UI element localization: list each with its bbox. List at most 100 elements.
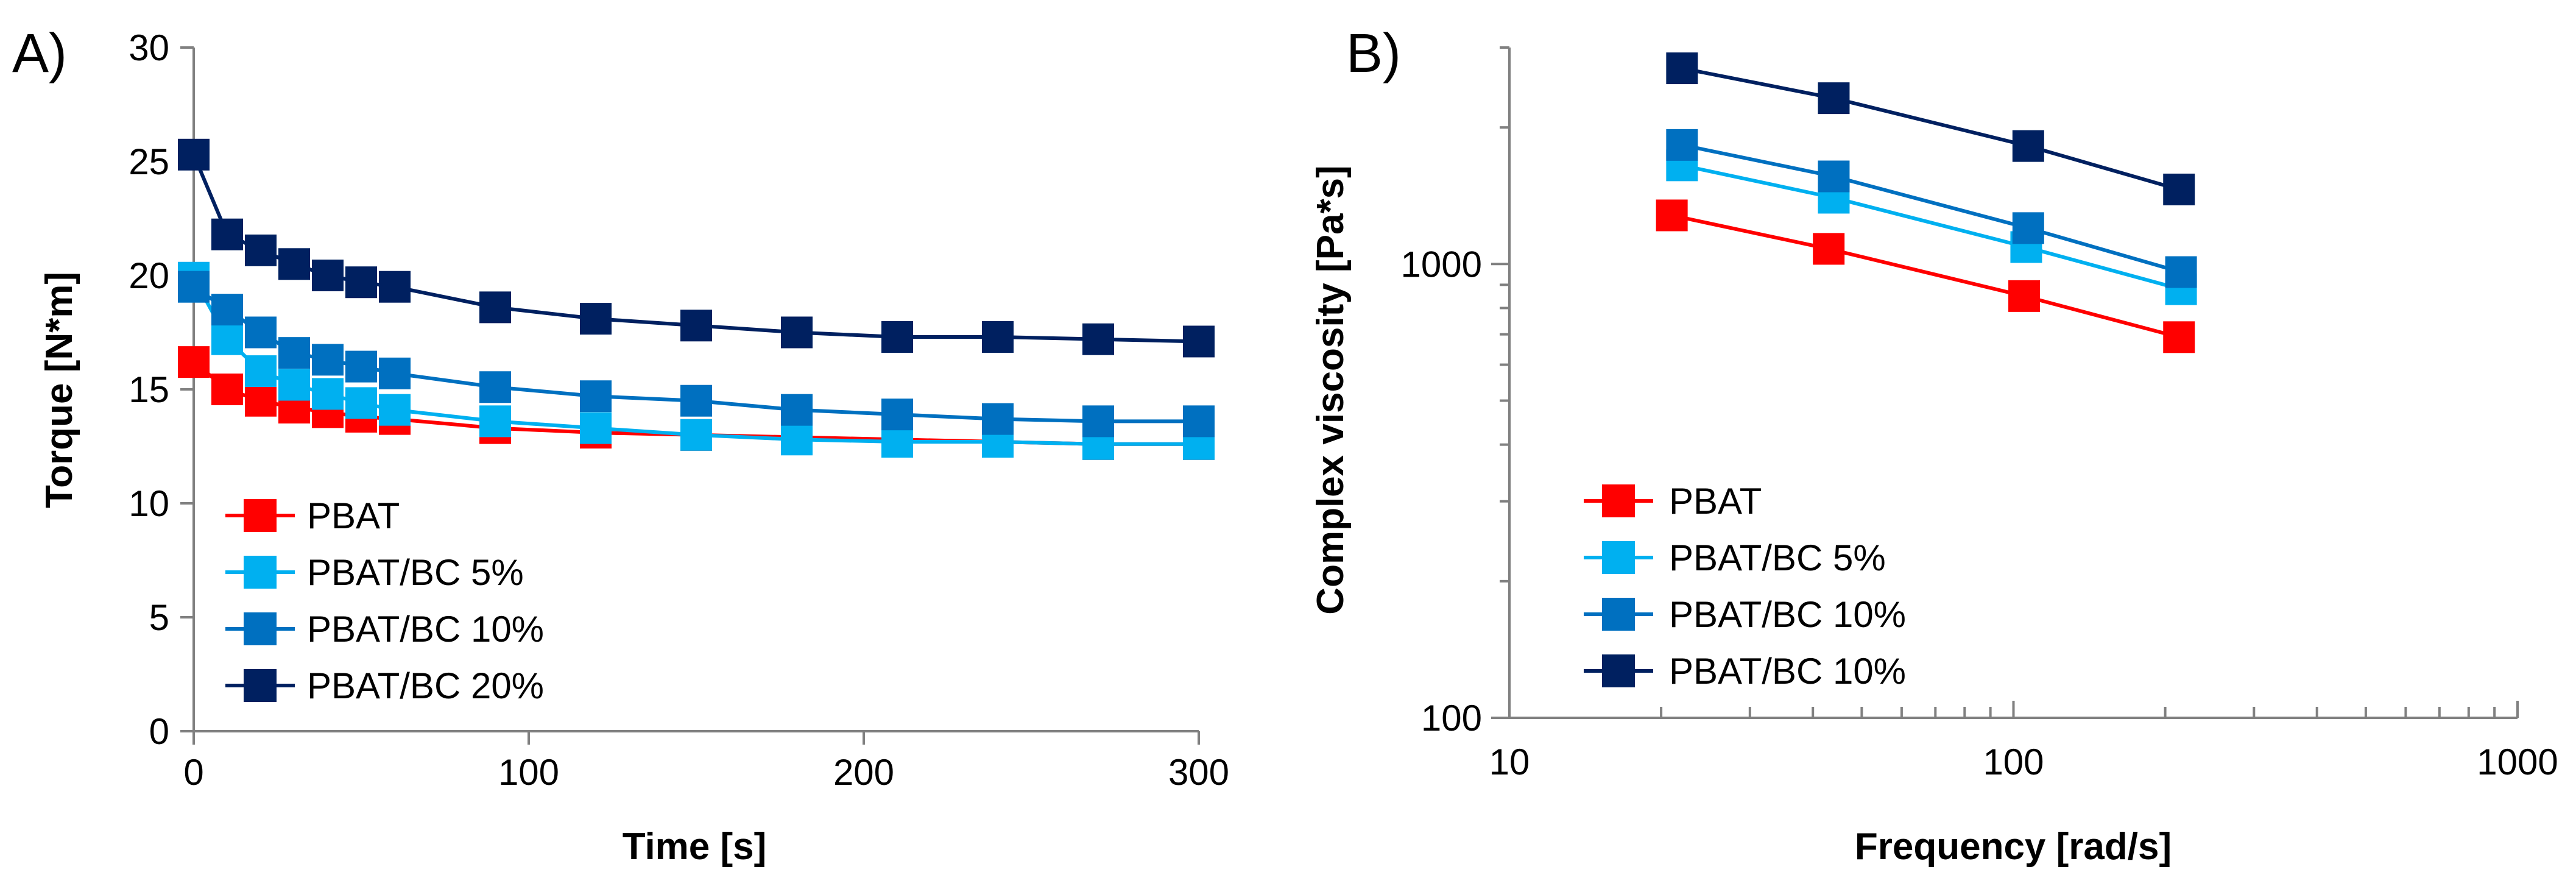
legend-label: PBAT/BC 5% xyxy=(307,552,524,593)
panel-b-x-tick-label: 1000 xyxy=(2477,742,2558,782)
panel-a-y-tick-label: 25 xyxy=(129,141,169,182)
legend-label: PBAT/BC 10% xyxy=(1669,594,1906,635)
data-point xyxy=(1183,405,1215,438)
data-point xyxy=(580,412,612,444)
data-point xyxy=(1082,323,1114,355)
panel-b-x-tick-label: 100 xyxy=(1983,742,2044,782)
panel-a-y-tick-label: 15 xyxy=(129,369,169,410)
data-point xyxy=(580,380,612,413)
data-point xyxy=(881,426,913,458)
panel-b-y-tick-label: 1000 xyxy=(1401,244,1482,285)
data-point xyxy=(278,337,310,369)
data-point xyxy=(178,346,210,378)
panel-a-x-tick-label: 300 xyxy=(1168,752,1229,793)
panel-b-series xyxy=(1656,52,2197,353)
panel-a-y-tick-label: 30 xyxy=(129,27,169,68)
legend-marker xyxy=(1602,598,1635,631)
legend-marker xyxy=(244,612,277,645)
data-point xyxy=(312,260,344,291)
data-point xyxy=(345,387,377,419)
legend-marker xyxy=(1602,484,1635,517)
legend-label: PBAT xyxy=(307,495,400,536)
data-point xyxy=(211,374,243,405)
data-point xyxy=(379,357,411,389)
data-point xyxy=(781,316,813,349)
data-point xyxy=(982,403,1014,435)
panel-a-y-tick-label: 10 xyxy=(129,483,169,524)
data-point xyxy=(2165,256,2197,288)
legend-label: PBAT/BC 5% xyxy=(1669,537,1886,578)
data-point xyxy=(1666,52,1698,85)
data-point xyxy=(312,378,344,410)
panel-a-x-axis-title: Time [s] xyxy=(623,826,767,868)
legend-marker xyxy=(244,499,277,532)
legend-marker xyxy=(244,556,277,589)
data-point xyxy=(2012,212,2044,244)
data-point xyxy=(278,369,310,401)
data-point xyxy=(245,234,277,266)
data-point xyxy=(881,399,913,431)
series-line xyxy=(1681,143,2182,274)
panel-a-y-tick-label: 20 xyxy=(129,255,169,296)
data-point xyxy=(680,310,712,342)
panel-a-y-tick-label: 0 xyxy=(149,711,169,752)
data-point xyxy=(278,248,310,280)
data-point xyxy=(312,344,344,376)
data-point xyxy=(245,385,277,417)
panel-a-legend: PBAT PBAT/BC 5% PBAT/BC 10% PBAT/BC 20% xyxy=(225,495,544,706)
panel-a-y-tick-label: 5 xyxy=(149,597,169,638)
series-line xyxy=(1671,213,2180,339)
series-line xyxy=(1681,66,2180,191)
panel-b-x-tick-label: 10 xyxy=(1489,742,1530,782)
data-point xyxy=(379,271,411,303)
data-point xyxy=(1813,233,1845,265)
data-point xyxy=(1082,405,1114,438)
panel-a-letter: A) xyxy=(12,23,67,84)
data-point xyxy=(479,405,511,438)
legend-label: PBAT/BC 10% xyxy=(1669,651,1906,692)
panel-b-letter: B) xyxy=(1346,23,1401,84)
data-point xyxy=(211,218,243,250)
data-point xyxy=(245,355,277,388)
data-point xyxy=(881,321,913,353)
data-point xyxy=(1666,129,1698,161)
legend-label: PBAT/BC 20% xyxy=(307,665,544,706)
data-point xyxy=(1183,325,1215,358)
data-point xyxy=(1656,199,1688,232)
data-point xyxy=(178,271,210,303)
legend-label: PBAT/BC 10% xyxy=(307,609,544,650)
legend-marker xyxy=(1602,541,1635,574)
data-point xyxy=(982,321,1014,353)
data-point xyxy=(2008,280,2041,312)
data-point xyxy=(2163,173,2195,205)
panel-a-x-tick-label: 100 xyxy=(498,752,559,793)
panel-a-y-axis-title: Torque [N*m] xyxy=(38,272,80,508)
panel-a-x-tick-label: 0 xyxy=(183,752,203,793)
data-point xyxy=(1818,82,1850,115)
data-point xyxy=(211,323,243,355)
legend-marker xyxy=(1602,654,1635,687)
legend-marker xyxy=(244,669,277,702)
data-point xyxy=(479,291,511,324)
panel-b-y-tick-label: 100 xyxy=(1421,698,1482,739)
data-point xyxy=(781,394,813,426)
data-point xyxy=(178,138,210,171)
data-point xyxy=(2163,321,2195,353)
data-point xyxy=(1818,160,1850,193)
data-point xyxy=(781,424,813,456)
legend-label: PBAT xyxy=(1669,481,1762,522)
panel-a-series xyxy=(178,138,1215,460)
panel-a-x-tick-label: 200 xyxy=(833,752,894,793)
data-point xyxy=(680,385,712,417)
data-point xyxy=(580,303,612,335)
data-point xyxy=(211,294,243,326)
data-point xyxy=(479,371,511,403)
data-point xyxy=(379,394,411,426)
data-point xyxy=(345,350,377,383)
data-point xyxy=(2012,130,2044,162)
panel-b-y-axis-title: Complex viscosity [Pa*s] xyxy=(1310,165,1352,614)
